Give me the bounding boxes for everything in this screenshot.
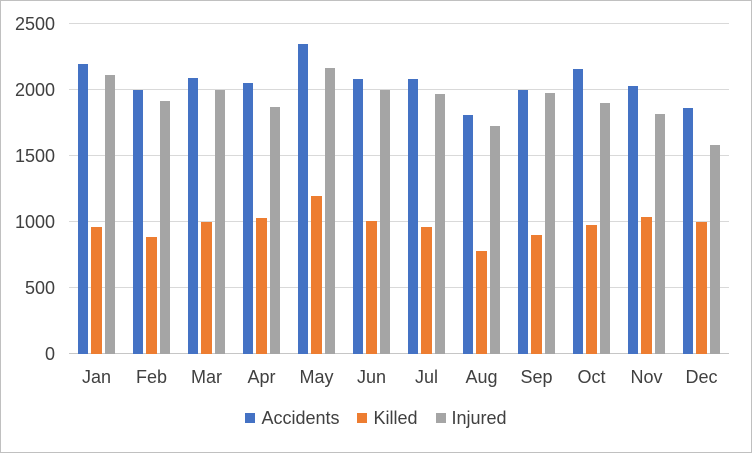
bar-injured-mar	[214, 90, 226, 354]
legend-label-killed: Killed	[373, 408, 418, 428]
y-tick-label-0: 0	[44, 344, 55, 364]
x-axis-line	[69, 353, 729, 354]
legend-swatch-icon-accidents	[245, 413, 256, 423]
bar-group-oct	[564, 24, 619, 354]
legend-item-killed: Killed	[357, 408, 418, 428]
x-tick-label-nov: Nov	[630, 367, 663, 387]
gridline-2500	[69, 23, 729, 24]
y-tick-label-1000: 1000	[14, 212, 55, 232]
x-tick-label-jul: Jul	[414, 367, 438, 387]
bar-group-dec	[674, 24, 729, 354]
bar-injured-sep	[544, 92, 556, 354]
legend-item-accidents: Accidents	[245, 409, 339, 427]
bar-killed-nov	[641, 216, 652, 354]
x-tick-label-sep: Sep	[520, 367, 553, 387]
x-tick-label-dec: Dec	[685, 367, 718, 387]
x-tick-label-feb: Feb	[135, 367, 168, 387]
bar-injured-oct	[599, 103, 611, 354]
bar-injured-jul	[434, 93, 446, 354]
y-axis: 0 500 1000 1500 2000 2500	[1, 15, 55, 363]
bar-killed-aug	[476, 251, 487, 354]
y-tick-label-1500: 1500	[14, 146, 55, 166]
bar-accidents-sep	[517, 90, 529, 354]
bar-killed-dec	[696, 222, 707, 354]
plot-area	[69, 23, 729, 354]
bar-injured-aug	[489, 125, 501, 354]
gridline-1500	[69, 155, 729, 156]
bar-killed-oct	[586, 224, 597, 354]
bar-injured-apr	[269, 107, 281, 354]
bar-injured-jun	[379, 90, 391, 354]
x-tick-label-jun: Jun	[356, 367, 387, 387]
bar-group-feb	[124, 24, 179, 354]
x-tick-label-aug: Aug	[465, 367, 498, 387]
bar-accidents-jan	[77, 63, 89, 354]
bar-killed-feb	[146, 236, 157, 354]
x-axis: Jan Feb Mar Apr May Jun Jul Aug Sep Oct Nov Dec	[69, 365, 729, 389]
bar-injured-may	[324, 67, 336, 354]
legend: Accidents Killed Injured	[1, 405, 751, 431]
bar-accidents-apr	[242, 83, 254, 354]
bar-accidents-dec	[682, 108, 694, 354]
gridline-500	[69, 287, 729, 288]
legend-swatch-icon-killed	[357, 413, 368, 423]
y-tick-label-2500: 2500	[14, 14, 55, 34]
bar-accidents-jun	[352, 79, 364, 354]
x-tick-label-oct: Oct	[577, 367, 606, 387]
bars	[69, 24, 729, 354]
bar-killed-jan	[91, 227, 102, 354]
bar-group-nov	[619, 24, 674, 354]
bar-injured-feb	[159, 100, 171, 354]
x-tick-label-mar: Mar	[191, 367, 222, 387]
bar-group-may	[289, 24, 344, 354]
bar-accidents-jul	[407, 79, 419, 354]
bar-accidents-aug	[462, 115, 474, 354]
bar-killed-jun	[366, 220, 377, 354]
gridline-1000	[69, 221, 729, 222]
bar-group-sep	[509, 24, 564, 354]
bar-injured-nov	[654, 113, 666, 354]
legend-label-injured: Injured	[451, 408, 507, 428]
bar-killed-sep	[531, 235, 542, 354]
bar-group-jan	[69, 24, 124, 354]
bar-injured-jan	[104, 75, 116, 354]
bar-accidents-feb	[132, 90, 144, 354]
bar-group-aug	[454, 24, 509, 354]
bar-group-jun	[344, 24, 399, 354]
legend-item-injured: Injured	[435, 408, 507, 428]
y-tick-label-2000: 2000	[14, 80, 55, 100]
bar-accidents-oct	[572, 68, 584, 354]
y-tick-label-500: 500	[24, 278, 55, 298]
bar-accidents-mar	[187, 78, 199, 354]
gridlines	[69, 23, 729, 354]
bar-killed-jul	[421, 227, 432, 354]
x-tick-label-apr: Apr	[247, 367, 276, 387]
gridline-2000	[69, 89, 729, 90]
bar-injured-dec	[709, 145, 721, 354]
bar-killed-may	[311, 195, 322, 354]
x-tick-label-may: May	[299, 367, 334, 387]
legend-swatch-icon-injured	[435, 413, 446, 423]
bar-group-mar	[179, 24, 234, 354]
bar-killed-mar	[201, 222, 212, 354]
legend-label-accidents: Accidents	[261, 408, 340, 428]
x-tick-label-jan: Jan	[81, 367, 112, 387]
bar-killed-apr	[256, 218, 267, 354]
bar-accidents-nov	[627, 86, 639, 354]
bar-accidents-may	[297, 43, 309, 354]
bar-group-apr	[234, 24, 289, 354]
bar-group-jul	[399, 24, 454, 354]
